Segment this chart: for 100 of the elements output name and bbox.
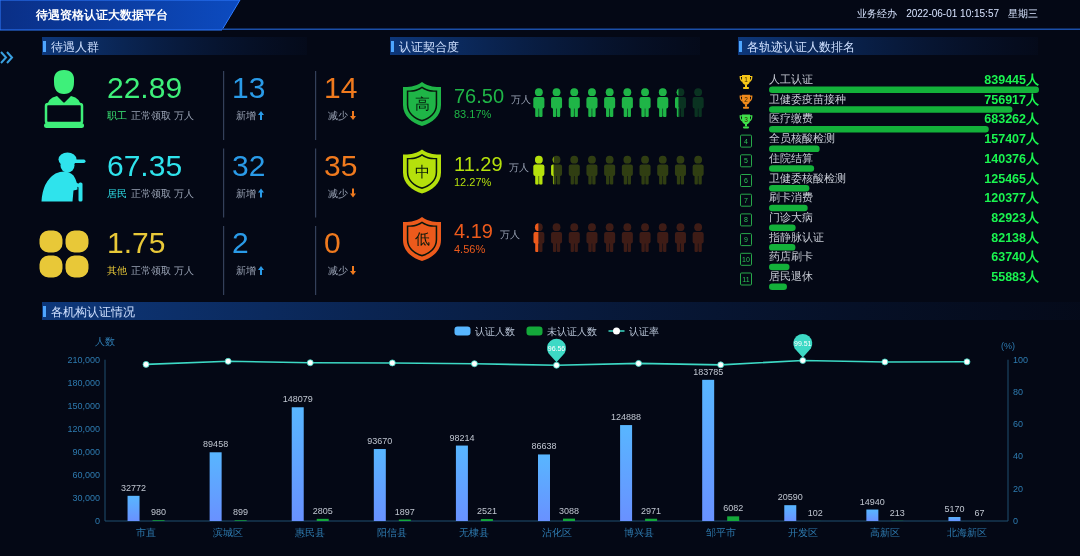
data-label: 839445人 — [984, 73, 1040, 87]
category-label: 高 — [414, 95, 430, 112]
data-label: 32772 — [121, 482, 147, 493]
y2-tick-label: 100 — [1013, 354, 1029, 365]
x-tick-label: 高新区 — [869, 527, 900, 538]
data-label: 148079 — [282, 394, 313, 405]
data-label: 6082 — [723, 503, 744, 514]
text: 减少 — [328, 265, 348, 276]
data-label: 2971 — [641, 505, 662, 516]
y-tick-label: 60,000 — [72, 469, 100, 480]
y-tick-label: 人工认证 — [769, 73, 813, 85]
y2-tick-label: 0 — [1013, 516, 1019, 526]
data-label: 20590 — [777, 492, 803, 503]
data-label: 32 — [232, 148, 266, 182]
y2-tick-label: 60 — [1013, 419, 1024, 430]
data-label: 1897 — [394, 506, 415, 517]
data-label: 82923人 — [991, 210, 1040, 225]
legend-label: 认证率 — [628, 325, 659, 337]
bar — [769, 145, 820, 153]
data-label: 35 — [324, 148, 358, 182]
text: 正常领取 万人 — [131, 187, 194, 199]
legend-label: 认证人数 — [474, 325, 515, 337]
data-label: 1.75 — [107, 226, 166, 259]
text: 新增 — [236, 187, 256, 199]
legend-label: 新增 — [236, 110, 256, 121]
x-tick-label: 滨城区 — [213, 527, 244, 538]
y-tick-label: 30,000 — [72, 492, 100, 503]
bar — [702, 379, 715, 521]
text: 减少 — [328, 187, 348, 199]
data-label: 2521 — [476, 506, 497, 517]
x-tick-label: 阳信县 — [377, 527, 408, 538]
category-label: 职工 — [107, 110, 127, 121]
text: 星期三 — [1008, 8, 1038, 19]
y-tick-label: 卫健委核酸检测 — [769, 171, 846, 184]
y2-tick-label: 80 — [1013, 386, 1024, 397]
y-tick-label: 医疗缴费 — [769, 112, 813, 125]
y-tick-label: 全员核酸检测 — [769, 132, 835, 145]
text: 4.19 万人 — [454, 220, 520, 242]
data-label: 13 — [232, 71, 266, 104]
data-label: 124888 — [611, 412, 642, 423]
x-tick-label: 北海新区 — [946, 527, 987, 538]
data-label: 63740人 — [991, 250, 1040, 265]
y-tick-label: 120,000 — [67, 423, 100, 434]
data-label: 22.89 — [107, 71, 183, 104]
y2-tick-label: 40 — [1013, 451, 1024, 462]
text: 正常领取 万人 — [131, 110, 194, 121]
data-label: 756917人 — [984, 92, 1040, 107]
data-label: 12.27% — [454, 175, 492, 188]
bar — [209, 452, 222, 521]
data-label: 89458 — [203, 439, 229, 450]
bar — [455, 445, 468, 521]
text: 待遇人群 — [51, 39, 99, 54]
data-label: 125465人 — [984, 171, 1040, 186]
text: 待遇资格认证大数据平台 — [35, 8, 168, 22]
chart-title: 各机构认证情况 — [51, 304, 135, 319]
bar — [127, 495, 140, 521]
text: 认证契合度 — [399, 39, 459, 54]
chart-title: 各轨迹认证人数排名 — [747, 39, 855, 54]
y-tick-label: 门诊大病 — [769, 210, 813, 223]
y-tick-label: 指静脉认证 — [768, 230, 824, 243]
data-label: 2805 — [312, 505, 333, 516]
y-tick-label: 90,000 — [72, 446, 100, 457]
bar — [769, 86, 1039, 93]
y-tick-label: 住院结算 — [769, 151, 813, 164]
bar — [769, 185, 810, 192]
x-tick-label: 惠民县 — [294, 527, 326, 538]
category-label: 居民 — [107, 187, 127, 199]
data-label: 2 — [232, 226, 249, 259]
y-tick-label: 居民退休 — [769, 270, 813, 282]
bar — [316, 518, 329, 521]
category-label: 低 — [414, 230, 430, 247]
data-label: 183785 — [693, 366, 724, 377]
data-label: 14 — [324, 71, 358, 104]
category-label: 其他 — [107, 265, 127, 276]
bar — [866, 509, 879, 521]
legend-label: 减少 — [328, 110, 348, 121]
bar — [769, 224, 796, 231]
data-label: 82138人 — [991, 230, 1040, 245]
data-label: 67.35 — [107, 148, 183, 182]
x-tick-label: 邹平市 — [705, 527, 736, 538]
data-label: 899 — [233, 507, 249, 518]
data-label: 3088 — [558, 505, 580, 516]
bar — [291, 407, 304, 521]
data-label: 93670 — [367, 436, 393, 447]
bar — [769, 244, 796, 251]
data-label: 213 — [889, 507, 905, 518]
x-tick-label: 无棣县 — [459, 527, 490, 538]
y-tick-label: 210,000 — [67, 354, 100, 365]
y-tick-label: 药店刷卡 — [769, 250, 813, 263]
bar — [948, 517, 961, 521]
bar — [769, 204, 808, 212]
data-label: 120377人 — [984, 191, 1040, 206]
y2-tick-label: 20 — [1013, 483, 1024, 494]
data-label: 102 — [807, 507, 823, 518]
y-tick-label: 卫健委疫苗接种 — [769, 92, 846, 105]
x-tick-label: 开发区 — [787, 527, 818, 538]
y-tick-label: 180,000 — [67, 377, 100, 388]
data-label: 0 — [324, 226, 341, 259]
data-label: 140376人 — [984, 151, 1040, 166]
bar — [784, 505, 797, 521]
